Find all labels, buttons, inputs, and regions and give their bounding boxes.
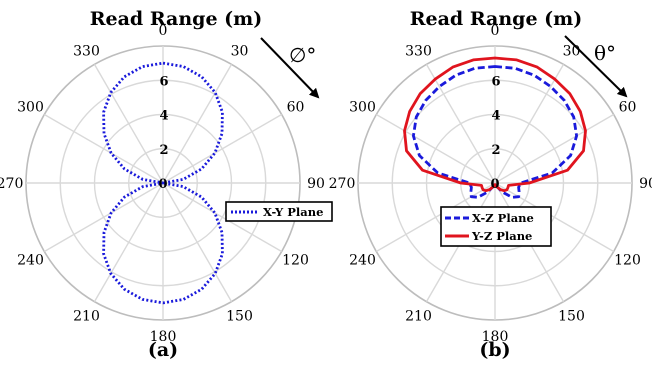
angle-tick-label: 210 — [405, 309, 432, 325]
series-line-x-z-plane — [412, 65, 578, 199]
polar-grid-b — [357, 45, 633, 321]
angle-tick-label: 270 — [0, 176, 23, 192]
chart-title-a: Read Range (m) — [90, 8, 263, 30]
angle-tick-label: 150 — [226, 309, 253, 325]
subfigure-label-a: (a) — [148, 339, 178, 361]
angle-tick-label: 0 — [159, 23, 168, 39]
radial-tick-label: 4 — [491, 109, 500, 124]
angle-tick-label: 90 — [639, 176, 652, 192]
direction-arrow-a — [260, 37, 320, 99]
angle-tick-label: 120 — [614, 253, 641, 269]
radial-tick-label: 6 — [159, 74, 168, 89]
legend-label-xz: X-Z Plane — [472, 211, 534, 225]
angle-tick-label: 60 — [287, 100, 305, 116]
radial-ticks-a: 0 2 4 6 — [158, 74, 168, 192]
angle-symbol-a: ∅° — [289, 43, 316, 67]
grid-spoke — [376, 113, 496, 184]
radial-ticks-b: 0 2 4 6 — [490, 74, 500, 192]
legend-box-b — [440, 206, 552, 247]
legend-label-yz: Y-Z Plane — [471, 229, 532, 243]
grid-spoke — [44, 113, 164, 184]
grid-spoke — [44, 182, 164, 253]
legend-b: X-Z Plane Y-Z Plane — [440, 206, 552, 247]
angle-tick-label: 150 — [558, 309, 585, 325]
radial-tick-label: 4 — [159, 109, 168, 124]
grid-spoke — [162, 113, 282, 184]
grid-spoke — [93, 182, 164, 302]
grid-spoke — [162, 182, 233, 302]
legend-a: X-Y Plane — [225, 201, 333, 222]
angle-tick-label: 30 — [563, 43, 581, 59]
angle-tick-label: 30 — [231, 43, 249, 59]
angle-tick-label: 330 — [405, 43, 432, 59]
grid-spoke — [93, 64, 164, 184]
angle-tick-label: 0 — [491, 23, 500, 39]
angle-tick-label: 240 — [17, 253, 44, 269]
angle-symbol-b: θ° — [594, 41, 616, 65]
radial-tick-label: 0 — [490, 177, 499, 192]
grid-spoke — [376, 182, 496, 253]
grid-spoke — [494, 182, 614, 253]
angle-tick-label: 60 — [619, 100, 637, 116]
angle-tick-label: 240 — [349, 253, 376, 269]
radial-tick-label: 0 — [158, 177, 167, 192]
radial-tick-label: 2 — [491, 143, 500, 158]
subfigure-label-b: (b) — [479, 339, 510, 361]
polar-chart-a: Read Range (m) 0306090120150180210240270… — [0, 8, 333, 361]
legend-box-a — [225, 201, 333, 222]
angle-tick-label: 330 — [73, 43, 100, 59]
angle-tick-label: 180 — [150, 329, 177, 345]
angle-tick-label: 120 — [282, 253, 309, 269]
radial-tick-label: 6 — [491, 74, 500, 89]
chart-title-b: Read Range (m) — [410, 8, 583, 30]
series-group-b — [403, 56, 587, 199]
angle-tick-label: 300 — [17, 100, 44, 116]
angle-tick-label: 90 — [307, 176, 325, 192]
series-group-a — [102, 61, 224, 305]
grid-spoke — [494, 113, 614, 184]
grid-spoke — [162, 64, 233, 184]
grid-spoke — [425, 64, 496, 184]
angle-tick-label: 210 — [73, 309, 100, 325]
series-line-x-y-plane — [102, 61, 224, 305]
series-line-y-z-plane — [403, 56, 587, 193]
grid-spoke — [162, 182, 282, 253]
direction-arrow-b — [564, 35, 628, 98]
angle-tick-label: 270 — [329, 176, 356, 192]
grid-spoke — [494, 64, 565, 184]
radial-tick-label: 2 — [159, 143, 168, 158]
legend-label-xy: X-Y Plane — [263, 205, 323, 219]
angle-tick-label: 180 — [482, 329, 509, 345]
polar-chart-b: Read Range (m) 0306090120150180210240270… — [329, 8, 652, 361]
angle-tick-label: 300 — [349, 100, 376, 116]
